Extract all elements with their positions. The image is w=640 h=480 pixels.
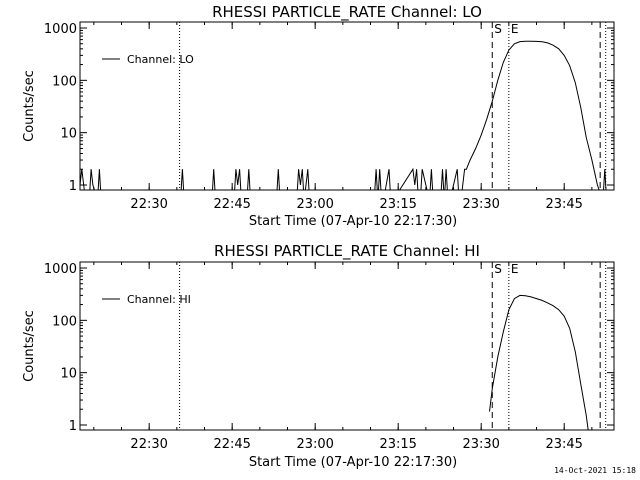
x-tick-label: 22:30: [130, 197, 167, 212]
x-axis-title: Start Time (07-Apr-10 22:17:30): [249, 455, 457, 470]
x-tick-label: 23:00: [296, 197, 333, 212]
legend-label: Channel: LO: [127, 53, 194, 66]
x-tick-label: 23:30: [462, 437, 499, 452]
y-tick-label: 10: [60, 127, 77, 142]
y-tick-label: 10: [60, 367, 77, 382]
chart-title: RHESSI PARTICLE_RATE Channel: LO: [212, 3, 482, 22]
x-tick-label: 23:15: [379, 197, 416, 212]
y-axis-title: Counts/sec: [22, 70, 37, 142]
x-axis-title: Start Time (07-Apr-10 22:17:30): [249, 214, 457, 229]
y-tick-label: 1000: [44, 22, 77, 37]
plot-frame: [79, 21, 615, 191]
x-tick-label: 23:45: [545, 197, 582, 212]
chart-panel-1: RHESSI PARTICLE_RATE Channel: LO Start Ti…: [22, 3, 615, 229]
x-tick-label: 23:15: [379, 437, 416, 452]
y-tick-label: 1000: [44, 262, 77, 277]
y-tick-label: 100: [52, 314, 77, 329]
chart-title: RHESSI PARTICLE_RATE Channel: HI: [214, 242, 480, 261]
x-tick-label: 22:45: [213, 197, 250, 212]
x-tick-label: 23:30: [462, 197, 499, 212]
time-marker-label: S: [494, 22, 502, 36]
x-tick-label: 22:30: [130, 437, 167, 452]
y-tick-label: 1: [69, 179, 77, 194]
x-tick-label: 23:45: [545, 437, 582, 452]
legend-label: Channel: HI: [127, 293, 191, 306]
chart-panel-2: RHESSI PARTICLE_RATE Channel: HI Start Ti…: [22, 242, 615, 470]
time-marker-label: E: [511, 262, 519, 276]
y-axis-title: Counts/sec: [22, 310, 37, 382]
x-tick-label: 22:45: [213, 437, 250, 452]
series-line: [80, 40, 607, 190]
series-line: [489, 294, 589, 430]
footer-timestamp: 14-Oct-2021 15:18: [554, 466, 636, 475]
y-tick-label: 1: [69, 419, 77, 434]
time-marker-label: S: [494, 262, 502, 276]
time-marker-label: E: [511, 22, 519, 36]
y-tick-label: 100: [52, 74, 77, 89]
x-tick-label: 23:00: [296, 437, 333, 452]
plot-frame: [79, 261, 615, 431]
